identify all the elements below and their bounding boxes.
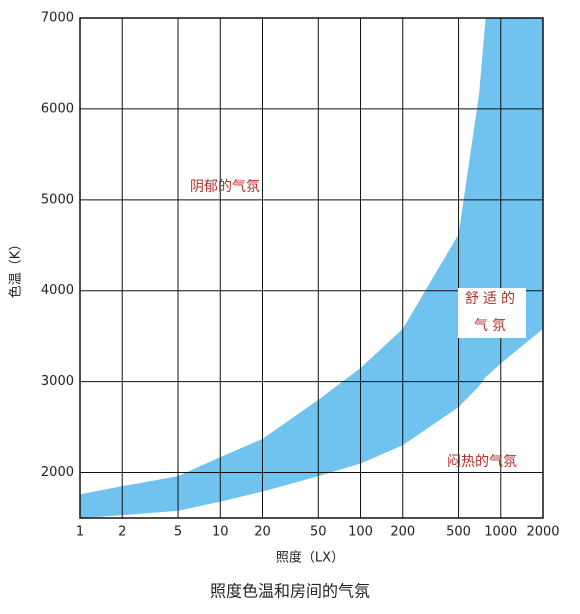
x-tick-label: 50 [310,525,327,540]
plot-frame [79,17,544,519]
y-tick-label: 4000 [41,283,74,298]
x-tick-label: 2 [118,525,126,540]
annotation: 闷热的气氛 [447,454,517,470]
y-tick-label: 6000 [41,101,74,116]
y-axis-label: 色温（K） [8,238,24,299]
x-tick-label: 2000 [526,525,559,540]
annotation-box [458,288,526,338]
annotation: 阴郁的气氛 [190,179,260,195]
x-tick-label: 100 [348,525,373,540]
comfort-band [80,18,543,518]
x-tick-label: 10 [212,525,229,540]
x-tick-label: 500 [446,525,471,540]
y-tick-label: 5000 [41,192,74,207]
y-tick-label: 3000 [41,374,74,389]
caption: 照度色温和房间的气氛 [210,582,370,601]
x-tick-label: 200 [390,525,415,540]
x-tick-label: 20 [254,525,271,540]
y-tick-label: 2000 [41,465,74,480]
annotation: 气氛 [474,318,510,334]
x-tick-label: 1000 [484,525,517,540]
annotation: 舒适的 [465,291,519,307]
x-tick-label: 5 [174,525,182,540]
y-tick-label: 7000 [41,11,74,26]
plot [79,17,544,519]
x-axis-label: 照度（LX） [276,550,344,566]
x-tick-label: 1 [76,525,84,540]
